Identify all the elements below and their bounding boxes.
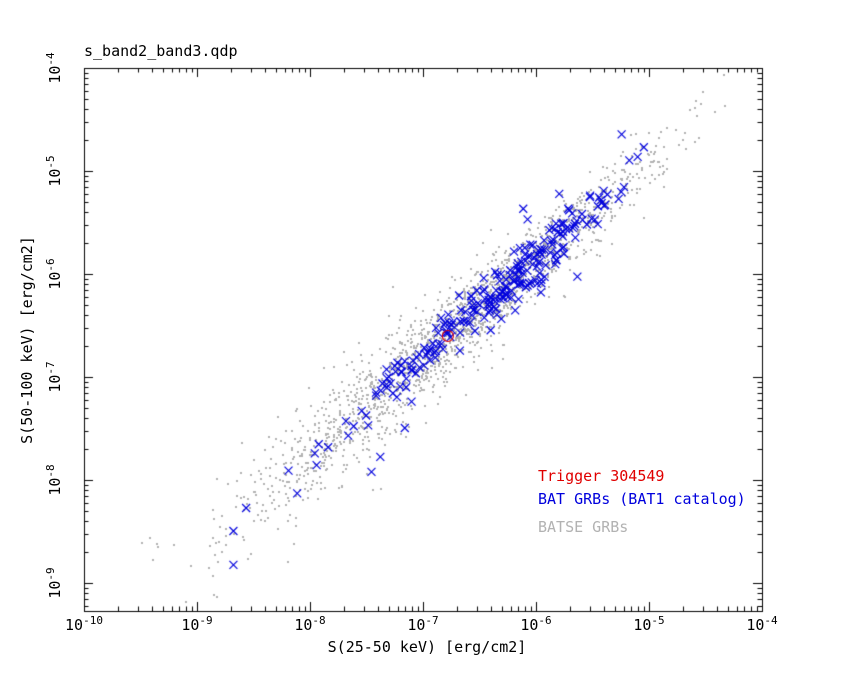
y-tick-label: 10-6	[44, 258, 64, 290]
x-tick-label: 10-6	[520, 614, 552, 634]
y-tick-label: 10-8	[44, 464, 64, 496]
x-tick-label: 10-9	[181, 614, 213, 634]
legend-item-bat-grbs: BAT GRBs (BAT1 catalog)	[538, 490, 746, 508]
x-tick-label: 10-8	[294, 614, 326, 634]
x-axis-label: S(25-50 keV) [erg/cm2]	[327, 638, 527, 656]
y-tick-label: 10-5	[44, 155, 64, 187]
x-tick-label: 10-10	[65, 614, 103, 634]
legend-item-batse-grbs: BATSE GRBs	[538, 518, 629, 536]
legend-item-trigger: Trigger 304549	[538, 467, 665, 485]
y-tick-label: 10-4	[44, 52, 64, 84]
y-axis-label: S(50-100 keV) [erg/cm2]	[18, 236, 36, 444]
x-tick-label: 10-5	[633, 614, 665, 634]
x-tick-label: 10-4	[746, 614, 778, 634]
x-tick-label: 10-7	[407, 614, 439, 634]
y-tick-label: 10-9	[44, 567, 64, 599]
plot-title: s_band2_band3.qdp	[84, 42, 238, 60]
y-tick-label: 10-7	[44, 361, 64, 393]
